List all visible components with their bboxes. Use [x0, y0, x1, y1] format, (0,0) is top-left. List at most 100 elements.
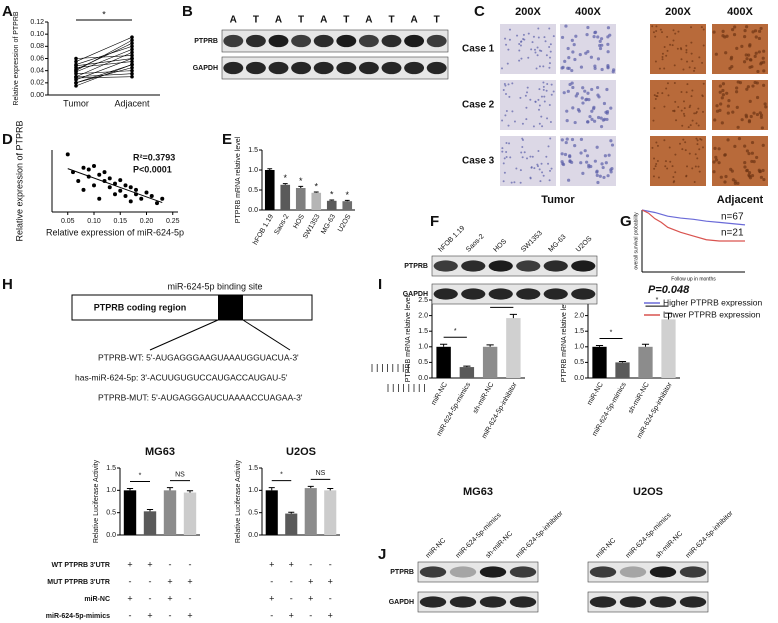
cell: [748, 58, 753, 62]
cell: [725, 91, 729, 95]
x-tick-label: Adjacent: [114, 98, 150, 108]
sign: -: [329, 593, 332, 603]
cell: [609, 170, 613, 174]
cell: [511, 82, 514, 85]
x-tick-label: U2OS: [337, 213, 353, 233]
cell: [567, 56, 571, 60]
bar-label: *: [314, 181, 318, 191]
cell: [526, 157, 529, 160]
cell: [726, 104, 730, 108]
cell: [698, 170, 701, 173]
cell: [550, 83, 553, 86]
cell: [504, 84, 507, 87]
cell: [745, 87, 749, 91]
y-tick-label: 0.5: [574, 359, 584, 366]
lane-label: miR-NC: [595, 537, 618, 560]
group-count: n=21: [721, 228, 744, 239]
band: [419, 566, 447, 578]
lane-label: A: [320, 15, 327, 26]
cell: [653, 157, 656, 160]
cell: [725, 34, 729, 38]
cell: [735, 90, 739, 94]
cell: [744, 25, 749, 29]
cell: [543, 36, 546, 39]
cell: [502, 180, 505, 183]
cell: [597, 95, 601, 99]
cell: [570, 68, 574, 73]
point: [81, 187, 86, 192]
cell: [761, 143, 765, 147]
cell: [677, 30, 680, 33]
cell: [713, 146, 717, 150]
cell: [545, 89, 548, 92]
lane-label: MG-63: [548, 234, 568, 254]
y-tick-label: 0.5: [248, 187, 258, 194]
cell: [744, 53, 748, 57]
error-bar: [641, 343, 650, 347]
cell: [735, 86, 739, 90]
cell: [680, 109, 683, 112]
band: [516, 260, 541, 272]
sign: -: [169, 559, 172, 569]
point: [71, 170, 75, 175]
cell: [501, 119, 504, 122]
cell: [702, 110, 705, 113]
cell: [751, 30, 755, 34]
cell: [596, 180, 600, 185]
cell: [610, 143, 615, 147]
cell: [682, 112, 685, 115]
cell: [668, 146, 671, 149]
band: [404, 61, 425, 75]
error-bar: [329, 199, 335, 201]
point: [130, 47, 134, 52]
point: [130, 56, 134, 61]
cell: [521, 156, 524, 159]
pair-line: [75, 64, 133, 87]
cell: [752, 111, 756, 115]
cell: [603, 154, 607, 158]
error-bar: [267, 168, 273, 170]
cell: [750, 174, 755, 178]
pair-line: [75, 64, 133, 84]
cell: [601, 118, 605, 122]
band: [449, 596, 477, 608]
cell: [660, 31, 663, 34]
cell: [604, 161, 608, 165]
cell: [521, 122, 524, 125]
cell: [736, 80, 740, 84]
cell: [565, 137, 569, 141]
cell: [537, 36, 540, 39]
y-tick-label: 1.5: [106, 465, 116, 472]
cell: [691, 89, 694, 92]
cell: [595, 170, 599, 174]
cell: [745, 149, 750, 153]
cell: [562, 91, 566, 95]
sign: +: [147, 559, 152, 569]
cell: [737, 137, 742, 141]
cell: [702, 82, 705, 85]
cell: [534, 100, 537, 103]
x-tick-label: Saos-2: [273, 213, 290, 236]
bar: [326, 200, 337, 210]
cell: [694, 153, 697, 156]
cell: [761, 56, 765, 60]
bar: [285, 513, 298, 535]
cell: [672, 109, 675, 112]
cell: [746, 85, 750, 89]
cell: [586, 50, 590, 54]
band: [223, 34, 244, 48]
cell: [761, 168, 765, 173]
error-bar: [618, 360, 627, 363]
cell: [564, 24, 568, 28]
cell: [590, 87, 594, 92]
band: [509, 596, 537, 608]
y-tick-label: 1.0: [248, 487, 258, 494]
cell: [565, 119, 569, 123]
panel-letter: D: [2, 131, 13, 148]
cell: [697, 165, 700, 168]
cell: [539, 180, 542, 183]
cell: [685, 174, 688, 177]
bar: [592, 346, 607, 378]
pair-line: [75, 58, 133, 67]
cell: [513, 181, 516, 184]
